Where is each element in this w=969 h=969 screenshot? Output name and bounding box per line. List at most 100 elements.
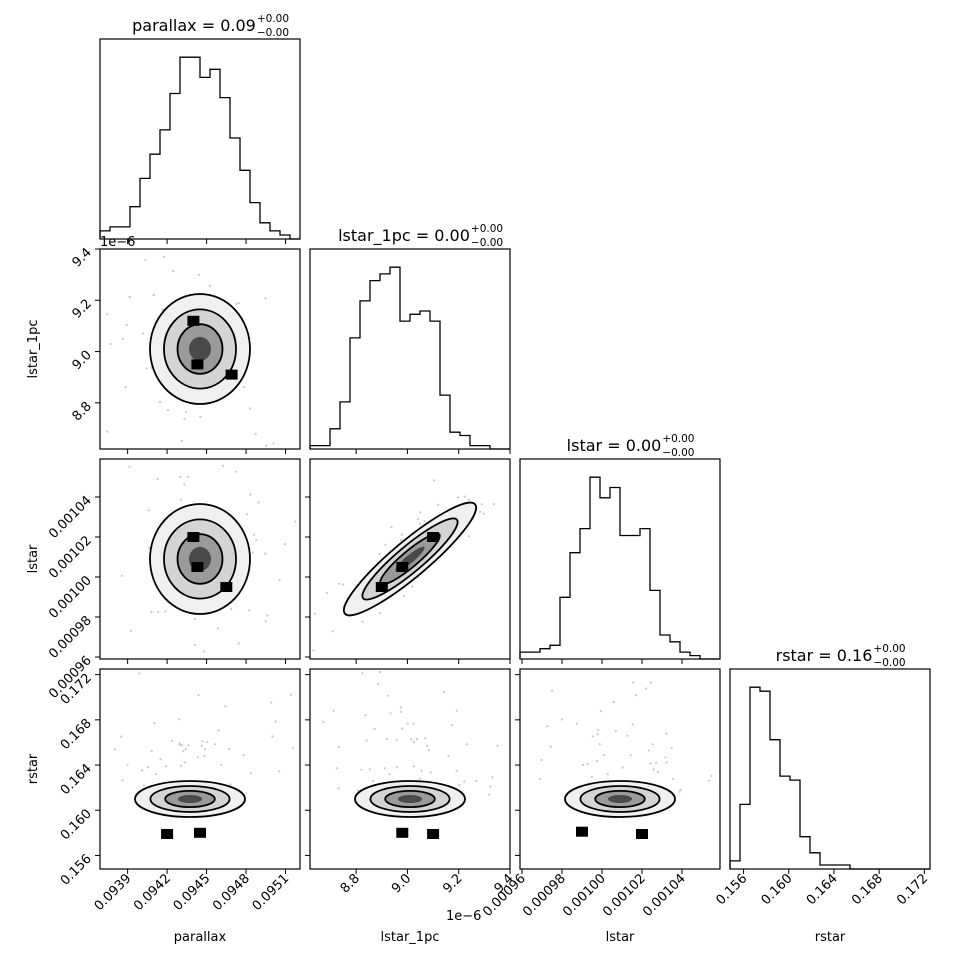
sample-point <box>489 785 492 788</box>
sample-point <box>539 777 542 780</box>
contour-line <box>163 308 237 390</box>
sample-point <box>271 735 274 738</box>
sample-point <box>540 758 543 762</box>
sample-point <box>249 772 252 775</box>
x-tick-label: 0.0939 <box>92 871 135 914</box>
sample-point <box>152 293 155 297</box>
sample-point <box>463 495 466 498</box>
y-tick-label: 9.2 <box>70 297 95 322</box>
density-peak <box>191 359 204 370</box>
contour-line <box>134 780 246 818</box>
sample-point <box>313 612 317 615</box>
panel-frame <box>729 668 931 870</box>
sample-point <box>217 729 220 732</box>
sample-point <box>252 533 256 536</box>
sample-point <box>126 763 129 766</box>
contour-line <box>164 790 216 809</box>
sample-point <box>197 694 200 697</box>
sample-point <box>331 630 334 633</box>
sample-point <box>120 574 123 578</box>
sample-point <box>550 689 554 692</box>
sample-point <box>164 610 167 613</box>
sample-point <box>419 522 422 525</box>
sample-point <box>360 768 363 771</box>
sample-point <box>180 744 183 747</box>
sample-point <box>325 591 328 595</box>
panel-title: lstar_1pc = 0.00 <box>338 226 470 246</box>
sample-point <box>599 710 602 713</box>
y-tick-label: 0.00104 <box>46 493 95 542</box>
sample-point <box>496 744 499 747</box>
sample-point <box>651 743 654 746</box>
sample-point <box>208 284 211 288</box>
density-peak <box>194 827 206 838</box>
sample-point <box>361 620 364 623</box>
title-subscript: −0.00 <box>873 657 905 669</box>
sample-point <box>389 712 392 715</box>
sample-point <box>180 498 183 501</box>
sample-point <box>203 748 206 751</box>
contour-line <box>361 517 459 601</box>
sample-point <box>634 694 637 697</box>
y-tick-label: 0.00098 <box>46 613 95 662</box>
y-tick-label: 9.0 <box>70 348 95 373</box>
density-peak <box>187 532 200 542</box>
sample-point <box>249 493 252 496</box>
sample-point <box>665 761 668 764</box>
sample-point <box>383 767 386 770</box>
sample-point <box>147 766 150 769</box>
sample-point <box>156 610 160 613</box>
sample-point <box>433 479 436 482</box>
sample-point <box>337 745 340 749</box>
sample-point <box>199 415 202 418</box>
panel-frame <box>519 668 721 870</box>
sample-point <box>180 439 183 442</box>
sample-point <box>361 672 364 675</box>
contour-line <box>384 790 436 809</box>
sample-point <box>251 551 254 554</box>
histogram-rstar <box>729 686 930 870</box>
y-tick-label: 0.168 <box>58 716 95 753</box>
sample-point <box>671 777 675 781</box>
sample-point <box>201 740 204 743</box>
sample-point <box>410 738 413 741</box>
sample-point <box>463 780 466 783</box>
sample-point <box>178 743 181 747</box>
sample-point <box>621 766 624 769</box>
sample-point <box>575 722 579 725</box>
sample-point <box>229 783 232 786</box>
sample-point <box>159 758 162 761</box>
sample-point <box>378 670 381 674</box>
sample-point <box>144 258 147 261</box>
sample-point <box>179 764 183 768</box>
sample-point <box>402 594 405 597</box>
histogram-parallax <box>99 56 300 240</box>
sample-point <box>644 687 647 690</box>
sample-point <box>202 650 205 653</box>
x-tick-label: 0.00102 <box>600 871 649 920</box>
sample-point <box>312 649 315 652</box>
contour-line <box>149 503 251 615</box>
contour-line <box>594 790 646 809</box>
sample-point <box>482 512 485 515</box>
sample-point <box>647 749 651 752</box>
sample-point <box>424 737 427 740</box>
density-peak <box>427 829 440 839</box>
panel-frame <box>99 38 301 240</box>
sample-point <box>488 793 491 796</box>
sample-point <box>411 585 414 588</box>
sample-point <box>109 342 112 346</box>
sample-point <box>614 729 617 733</box>
sample-point <box>220 763 223 766</box>
sample-point <box>400 533 404 536</box>
y-tick-label: 8.8 <box>70 399 95 424</box>
panel-frame <box>99 668 301 870</box>
panel-frame <box>309 668 511 870</box>
sample-point <box>670 746 673 749</box>
sample-point <box>418 777 421 780</box>
sample-point <box>158 400 162 403</box>
sample-point <box>264 552 267 555</box>
sample-point <box>652 768 655 771</box>
x-axis-label: parallax <box>174 930 227 945</box>
